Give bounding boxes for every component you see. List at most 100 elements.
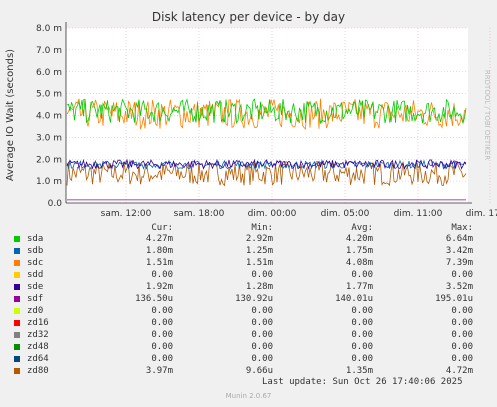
y-tick-label: 8.0 m — [36, 24, 62, 34]
legend-min-value: 1.28m — [245, 282, 273, 292]
legend-cur-value: 0.00 — [151, 306, 173, 316]
legend-swatch-zd48 — [14, 344, 20, 350]
legend-name: zd16 — [27, 318, 49, 328]
chart-title: Disk latency per device - by day — [151, 10, 346, 24]
y-tick-label: 4.0 m — [36, 112, 62, 122]
legend-row-zd32: zd32 0.00 0.00 0.00 0.00 — [14, 330, 494, 342]
legend-avg-value: 0.00 — [351, 270, 373, 280]
legend-swatch-sdf — [14, 296, 20, 302]
chart-svg: 0.0 1.0 m 2.0 m 3.0 m 4.0 m 5.0 m 6.0 m 7.0 m 8.… — [5, 22, 497, 219]
legend-name: sdb — [27, 246, 44, 256]
series-line-zd80 — [66, 161, 467, 187]
y-axis-label: Average IO Wait (seconds) — [5, 49, 16, 181]
legend-avg-value: 0.00 — [351, 330, 373, 340]
legend-avg-value: 4.08m — [345, 258, 373, 268]
legend-header-avg: Avg: — [351, 223, 373, 233]
x-tick-label: dim. 11:00 — [394, 209, 443, 219]
legend-swatch-sdb — [14, 248, 20, 254]
legend-row-sda: sda 4.27m 2.92m 4.20m 6.64m — [14, 234, 494, 246]
legend-max-value: 0.00 — [451, 318, 473, 328]
x-tick-label: sam. 18:00 — [174, 209, 225, 219]
legend-cur-value: 0.00 — [151, 270, 173, 280]
y-tick-label: 7.0 m — [36, 46, 62, 56]
legend-cur-value: 1.80m — [145, 246, 173, 256]
legend-row-zd48: zd48 0.00 0.00 0.00 0.00 — [14, 342, 494, 354]
legend-swatch-zd16 — [14, 320, 20, 326]
legend-swatch-sda — [14, 236, 20, 242]
legend-cur-value: 3.97m — [145, 366, 173, 376]
legend-name: zd32 — [27, 330, 49, 340]
legend-swatch-sde — [14, 284, 20, 290]
series-line-sdb — [66, 159, 467, 171]
legend-name: zd64 — [27, 354, 49, 364]
series-line-sda — [66, 98, 467, 125]
x-tick-label: dim. 00:00 — [248, 209, 297, 219]
legend-min-value: 0.00 — [251, 306, 273, 316]
legend-max-value: 6.64m — [445, 234, 473, 244]
y-tick-label: 2.0 m — [36, 155, 62, 165]
legend-max-value: 0.00 — [451, 306, 473, 316]
legend-row-zd64: zd64 0.00 0.00 0.00 0.00 — [14, 354, 494, 366]
legend-name: zd80 — [27, 366, 49, 376]
legend-min-value: 0.00 — [251, 318, 273, 328]
y-tick-label: 6.0 m — [36, 68, 62, 78]
legend-min-value: 0.00 — [251, 354, 273, 364]
legend-min-value: 1.25m — [245, 246, 273, 256]
legend-row-sdc: sdc 1.51m 1.51m 4.08m 7.39m — [14, 258, 494, 270]
legend-name: sda — [27, 234, 44, 244]
legend-row-zd80: zd80 3.97m 9.66u 1.35m 4.72m — [14, 366, 494, 378]
legend-row-sdf: sdf 136.50u 130.92u 140.01u 195.01u — [14, 294, 494, 306]
legend-row-sde: sde 1.92m 1.28m 1.77m 3.52m — [14, 282, 494, 294]
legend-min-value: 2.92m — [245, 234, 273, 244]
legend-min-value: 0.00 — [251, 342, 273, 352]
legend-max-value: 7.39m — [445, 258, 473, 268]
legend-avg-value: 1.77m — [345, 282, 373, 292]
legend-swatch-zd64 — [14, 356, 20, 362]
legend-cur-value: 0.00 — [151, 342, 173, 352]
legend-min-value: 9.66u — [245, 366, 273, 376]
legend-min-value: 1.51m — [245, 258, 273, 268]
legend-row-zd16: zd16 0.00 0.00 0.00 0.00 — [14, 318, 494, 330]
legend-cur-value: 136.50u — [135, 294, 173, 304]
series-line-sde — [66, 158, 467, 170]
legend-row-sdd: sdd 0.00 0.00 0.00 0.00 — [14, 270, 494, 282]
legend-name: sde — [27, 282, 44, 292]
legend-cur-value: 4.27m — [145, 234, 173, 244]
x-tick-label: dim. 05:00 — [321, 209, 370, 219]
legend-max-value: 4.72m — [445, 366, 473, 376]
legend-header-min: Min: — [251, 223, 273, 233]
legend-avg-value: 140.01u — [335, 294, 373, 304]
legend-max-value: 3.52m — [445, 282, 473, 292]
legend-name: sdf — [27, 294, 44, 304]
legend-cur-value: 0.00 — [151, 330, 173, 340]
legend-cur-value: 0.00 — [151, 354, 173, 364]
legend-name: zd48 — [27, 342, 49, 352]
legend-avg-value: 1.35m — [345, 366, 373, 376]
legend-avg-value: 0.00 — [351, 318, 373, 328]
legend-min-value: 130.92u — [235, 294, 273, 304]
legend-row-zd0: zd0 0.00 0.00 0.00 0.00 — [14, 306, 494, 318]
legend-swatch-sdd — [14, 272, 20, 278]
legend-name: sdc — [27, 258, 44, 268]
y-tick-label: 5.0 m — [36, 90, 62, 100]
legend-header-cur: Cur: — [151, 223, 173, 233]
legend-header-max: Max: — [451, 223, 473, 233]
legend-min-value: 0.00 — [251, 270, 273, 280]
legend-max-value: 0.00 — [451, 354, 473, 364]
legend-min-value: 0.00 — [251, 330, 273, 340]
legend-max-value: 0.00 — [451, 342, 473, 352]
legend-row-sdb: sdb 1.80m 1.25m 1.75m 3.42m — [14, 246, 494, 258]
legend-cur-value: 1.51m — [145, 258, 173, 268]
y-tick-label: 1.0 m — [36, 177, 62, 187]
legend-avg-value: 0.00 — [351, 354, 373, 364]
legend-avg-value: 0.00 — [351, 306, 373, 316]
rrdtool-watermark: RRDTOOL / TOBI OETIKER — [483, 70, 491, 160]
legend-max-value: 0.00 — [451, 330, 473, 340]
legend-avg-value: 0.00 — [351, 342, 373, 352]
legend-swatch-sdc — [14, 260, 20, 266]
legend-swatch-zd0 — [14, 308, 20, 314]
y-tick-label: 3.0 m — [36, 133, 62, 143]
legend-avg-value: 4.20m — [345, 234, 373, 244]
legend-swatch-zd32 — [14, 332, 20, 338]
legend-avg-value: 1.75m — [345, 246, 373, 256]
